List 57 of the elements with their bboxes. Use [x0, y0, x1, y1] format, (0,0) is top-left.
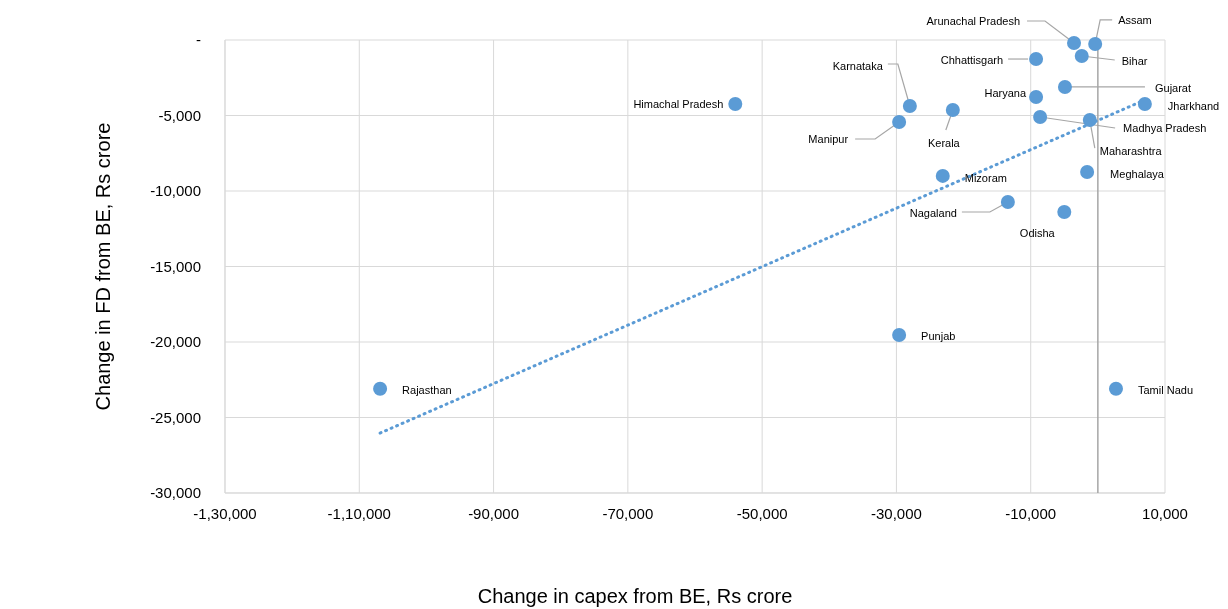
y-tick-label: -20,000	[150, 333, 201, 350]
y-tick-label: -15,000	[150, 257, 201, 275]
point	[1108, 381, 1123, 396]
point	[902, 98, 917, 113]
point	[1088, 36, 1103, 51]
x-tick-label: -1,30,000	[193, 505, 257, 522]
x-tick-label: -90,000	[468, 505, 520, 522]
point	[1029, 89, 1044, 104]
annotation: Tamil Nadu	[1137, 383, 1194, 396]
x-tick-label: -50,000	[736, 505, 788, 522]
annotation: Madhya Pradesh	[1123, 122, 1207, 135]
annotation: Himachal Pradesh	[633, 98, 724, 111]
x-tick-label: -10,000	[1005, 505, 1057, 522]
y-tick-label: -10,000	[150, 182, 201, 199]
point	[1033, 110, 1048, 125]
x-tick-label: -1,10,000	[327, 505, 391, 522]
annotation: Bihar	[1121, 55, 1148, 68]
point	[1029, 52, 1044, 67]
point	[935, 168, 950, 183]
annotation: Maharashtra	[1099, 145, 1163, 158]
point	[1067, 36, 1082, 51]
point	[892, 114, 907, 129]
annotation: Haryana	[984, 86, 1027, 99]
point	[373, 381, 388, 396]
annotation: Mizoram	[964, 171, 1007, 184]
point	[892, 328, 907, 343]
y-tick-label: -25,000	[150, 408, 201, 426]
annotation: Assam	[1118, 13, 1152, 26]
point	[1057, 204, 1072, 219]
annotation: Odisha	[1019, 226, 1056, 239]
x-tick-label: -30,000	[870, 505, 922, 522]
point	[1000, 195, 1015, 210]
annotation: Gujarat	[1154, 81, 1192, 94]
annotation: Nagaland	[909, 207, 957, 220]
point	[945, 103, 960, 118]
annotation: Chhattisgarh	[940, 54, 1004, 67]
annotation: Punjab	[921, 330, 956, 343]
annotation: Jharkhand	[1167, 100, 1220, 113]
point	[1082, 113, 1097, 128]
point	[1080, 164, 1095, 179]
point	[1074, 49, 1089, 64]
x-axis-title: Change in capex from BE, Rs crore	[477, 585, 793, 607]
x-tick-label: -70,000	[602, 505, 654, 522]
annotation: Kerala	[927, 137, 961, 150]
point	[1137, 97, 1152, 112]
point	[728, 97, 743, 112]
annotation: Arunachal Pradesh	[926, 15, 1021, 28]
annotation: Rajasthan	[402, 383, 452, 396]
annotation: Manipur	[808, 132, 849, 145]
annotation: Karnataka	[832, 59, 884, 72]
y-tick-label: -5,000	[158, 106, 201, 124]
y-tick-label: -	[196, 31, 201, 48]
y-tick-label: -30,000	[150, 484, 201, 501]
y-axis-title: Change in FD from BE, Rs crore	[92, 122, 114, 411]
point	[1057, 79, 1072, 94]
x-tick-label: 10,000	[1142, 505, 1188, 522]
annotation: Meghalaya	[1110, 167, 1165, 180]
